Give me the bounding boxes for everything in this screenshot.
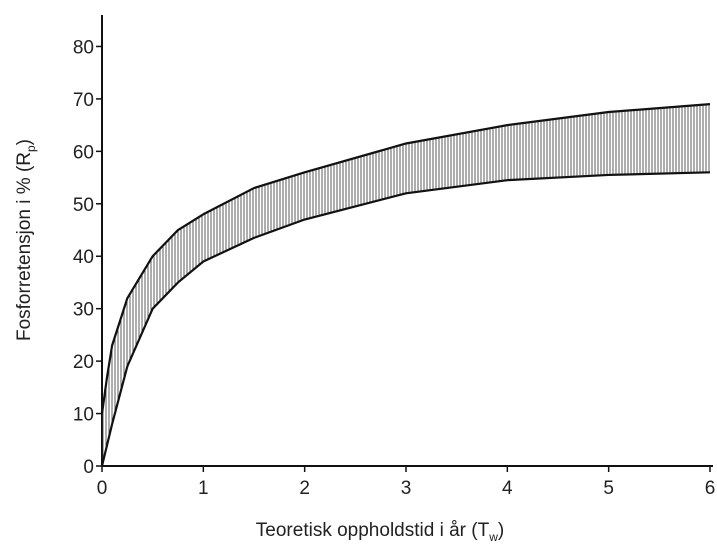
label-part: Teoretisk oppholdstid i år (T — [256, 520, 490, 541]
y-tick-label: 70 — [73, 90, 94, 111]
y-tick-label: 20 — [73, 352, 94, 373]
y-tick-label: 30 — [73, 300, 94, 321]
label-part: p — [24, 145, 38, 152]
x-tick-label: 5 — [603, 478, 614, 499]
x-tick-label: 2 — [299, 478, 310, 499]
y-tick-label: 50 — [73, 195, 94, 216]
label-part: Fosforretensjon i % (R — [14, 152, 35, 341]
y-tick-label: 10 — [73, 405, 94, 426]
y-tick-label: 40 — [73, 247, 94, 268]
y-label: Fosforretensjon i % (Rp) — [14, 139, 38, 341]
x-tick-label: 1 — [198, 478, 209, 499]
x-tick-label: 0 — [97, 478, 108, 499]
label-part: ) — [498, 520, 504, 541]
x-tick-label: 4 — [502, 478, 513, 499]
x-tick-label: 6 — [705, 478, 716, 499]
x-tick-label: 3 — [401, 478, 412, 499]
label-part: w — [488, 530, 498, 544]
band-fill — [102, 104, 710, 467]
band-edge — [100, 171, 711, 467]
label-part: ) — [14, 139, 35, 145]
y-tick-label: 0 — [83, 457, 94, 478]
band-edge — [100, 103, 711, 414]
y-tick-label: 60 — [73, 142, 94, 163]
y-tick-label: 80 — [73, 37, 94, 58]
x-label: Teoretisk oppholdstid i år (Tw) — [256, 520, 504, 544]
